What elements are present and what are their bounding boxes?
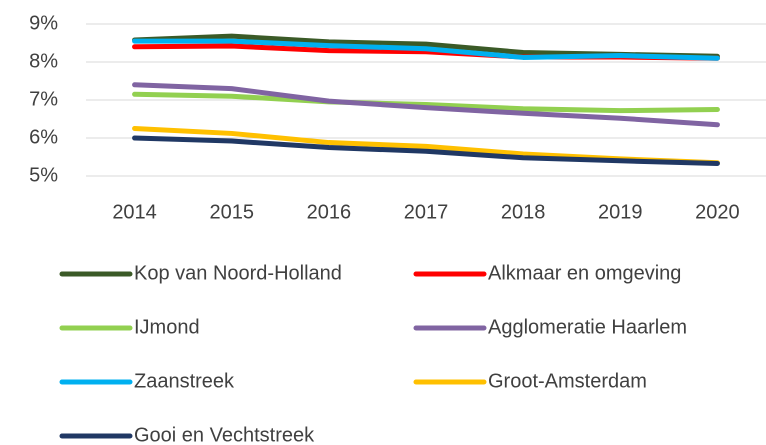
series-line: [132, 82, 720, 128]
legend-label: Alkmaar en omgeving: [488, 262, 681, 284]
x-tick-label: 2016: [307, 201, 352, 223]
legend-label: Groot-Amsterdam: [488, 370, 647, 392]
series-line: [132, 126, 720, 166]
x-tick-label: 2017: [404, 201, 449, 223]
legend-label: Gooi en Vechtstreek: [134, 424, 315, 445]
x-tick-label: 2019: [598, 201, 643, 223]
y-tick-label: 7%: [29, 88, 58, 110]
legend-label: Zaanstreek: [134, 370, 235, 392]
series-line: [132, 135, 720, 166]
x-tick-label: 2015: [209, 201, 254, 223]
y-tick-label: 5%: [29, 164, 58, 186]
x-tick-label: 2014: [112, 201, 157, 223]
y-tick-label: 8%: [29, 50, 58, 72]
legend-label: IJmond: [134, 316, 200, 338]
y-tick-label: 9%: [29, 12, 58, 34]
series-line: [132, 91, 720, 114]
x-tick-label: 2018: [501, 201, 546, 223]
legend-label: Kop van Noord-Holland: [134, 262, 342, 284]
legend-label: Agglomeratie Haarlem: [488, 316, 687, 338]
x-tick-label: 2020: [695, 201, 740, 223]
series-line: [132, 38, 720, 61]
y-tick-label: 6%: [29, 126, 58, 148]
